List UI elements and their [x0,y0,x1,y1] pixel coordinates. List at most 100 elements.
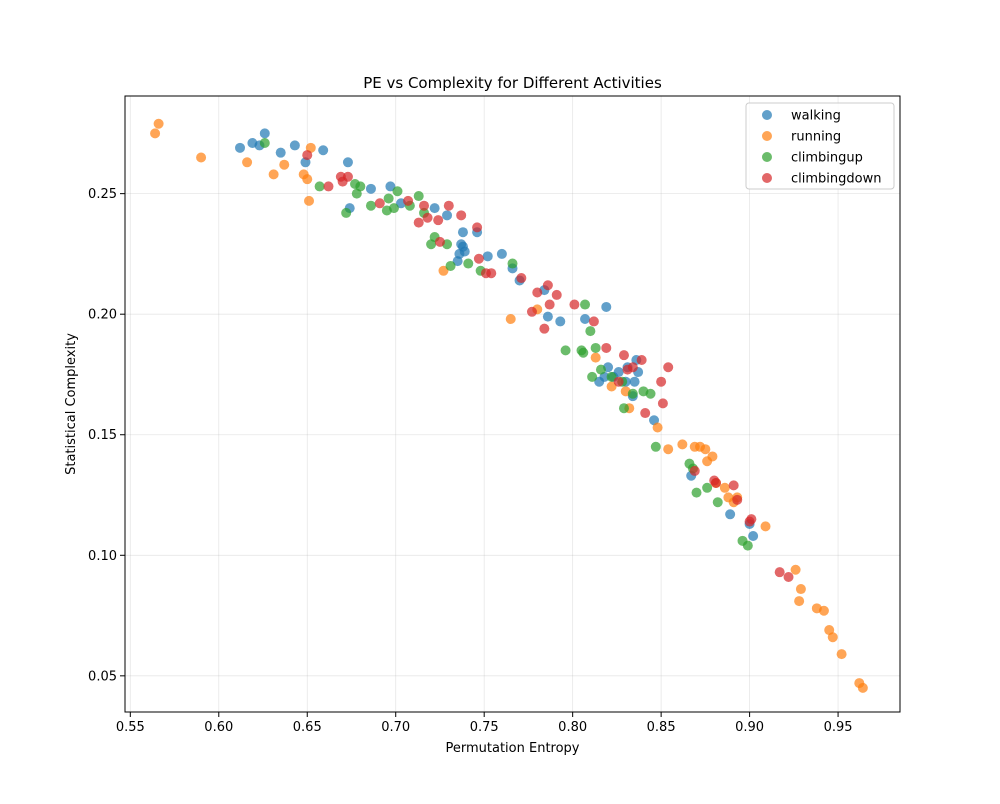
legend-marker [762,173,772,183]
data-point-climbingdown [689,465,700,476]
legend-marker [762,152,772,162]
legend-label: walking [791,109,841,124]
y-axis-label: Statistical Complexity [64,333,79,475]
data-point-climbingdown [413,217,424,228]
data-point-running [304,195,315,206]
data-point-running [153,118,164,129]
y-tick-label: 0.10 [88,549,117,564]
data-point-running [857,682,868,693]
data-point-climbingdown [342,171,353,182]
data-point-climbingup [645,388,656,399]
data-point-walking [542,311,553,322]
data-point-climbingup [383,193,394,204]
data-point-climbingup [413,191,424,202]
data-point-climbingdown [323,181,334,192]
legend-label: running [791,130,841,145]
legend-marker [762,110,772,120]
data-point-walking [580,314,591,325]
data-point-climbingdown [532,287,543,298]
data-point-climbingup [702,482,713,493]
data-point-climbingup [314,181,325,192]
x-tick-label: 0.70 [381,720,410,735]
data-point-climbingup [712,497,723,508]
data-point-walking [496,248,507,259]
data-point-climbingup [580,299,591,310]
data-point-climbingdown [302,150,313,161]
data-point-climbingdown [746,514,757,525]
data-point-running [818,605,829,616]
data-point-running [268,169,279,180]
data-point-walking [482,251,493,262]
data-point-walking [613,367,624,378]
data-point-running [790,564,801,575]
data-point-climbingup [259,138,270,149]
data-point-running [827,632,838,643]
data-point-climbingup [341,207,352,218]
data-point-walking [318,145,329,156]
data-point-walking [259,128,270,139]
data-point-walking [289,140,300,151]
data-point-climbingup [742,540,753,551]
data-point-climbingdown [544,299,555,310]
legend-item-running: running [762,130,841,145]
data-point-walking [342,157,353,168]
data-point-running [794,596,805,607]
data-point-climbingdown [783,571,794,582]
data-point-running [606,381,617,392]
data-point-climbingdown [526,306,537,317]
data-point-running [505,314,516,325]
data-point-climbingdown [551,289,562,300]
data-point-climbingdown [516,273,527,284]
data-point-climbingup [463,258,474,269]
data-point-climbingdown [456,210,467,221]
data-point-running [438,265,449,276]
data-point-climbingdown [434,236,445,247]
data-point-climbingdown [486,268,497,279]
data-point-climbingdown [539,323,550,334]
data-point-climbingup [587,371,598,382]
data-point-running [677,439,688,450]
legend-item-walking: walking [762,109,841,124]
data-point-climbingdown [710,477,721,488]
legend-box [745,102,895,190]
data-point-climbingdown [728,480,739,491]
data-point-climbingup [560,345,571,356]
data-point-walking [429,203,440,214]
data-point-climbingup [365,200,376,211]
x-tick-label: 0.90 [735,720,764,735]
legend-item-climbingup: climbingup [762,151,863,166]
data-point-walking [725,509,736,520]
x-tick-label: 0.60 [204,720,233,735]
legend-label: climbingup [791,151,863,166]
data-point-walking [555,316,566,327]
data-point-walking [442,210,453,221]
data-point-walking [629,376,640,387]
x-axis-label: Permutation Entropy [446,741,580,756]
data-point-running [760,521,771,532]
data-point-climbingdown [433,215,444,226]
data-point-climbingup [627,388,638,399]
data-point-climbingup [595,364,606,375]
data-point-running [836,649,847,660]
legend-item-climbingdown: climbingdown [762,172,881,187]
data-point-climbingup [392,186,403,197]
data-point-climbingdown [419,200,430,211]
y-tick-label: 0.15 [88,428,117,443]
data-point-climbingdown [732,494,743,505]
data-point-walking [275,147,286,158]
data-point-climbingup [388,203,399,214]
data-point-walking [235,142,246,153]
x-tick-label: 0.85 [647,720,676,735]
data-point-climbingdown [601,342,612,353]
data-point-climbingdown [627,362,638,373]
data-point-climbingdown [636,355,647,365]
data-point-climbingup [618,403,629,414]
y-tick-label: 0.05 [88,669,117,684]
chart-title: PE vs Complexity for Different Activitie… [363,74,662,92]
data-point-climbingdown [588,316,599,327]
data-point-climbingdown [618,350,629,361]
data-point-climbingdown [640,408,651,419]
data-point-running [652,422,663,433]
plot-area [125,96,900,712]
